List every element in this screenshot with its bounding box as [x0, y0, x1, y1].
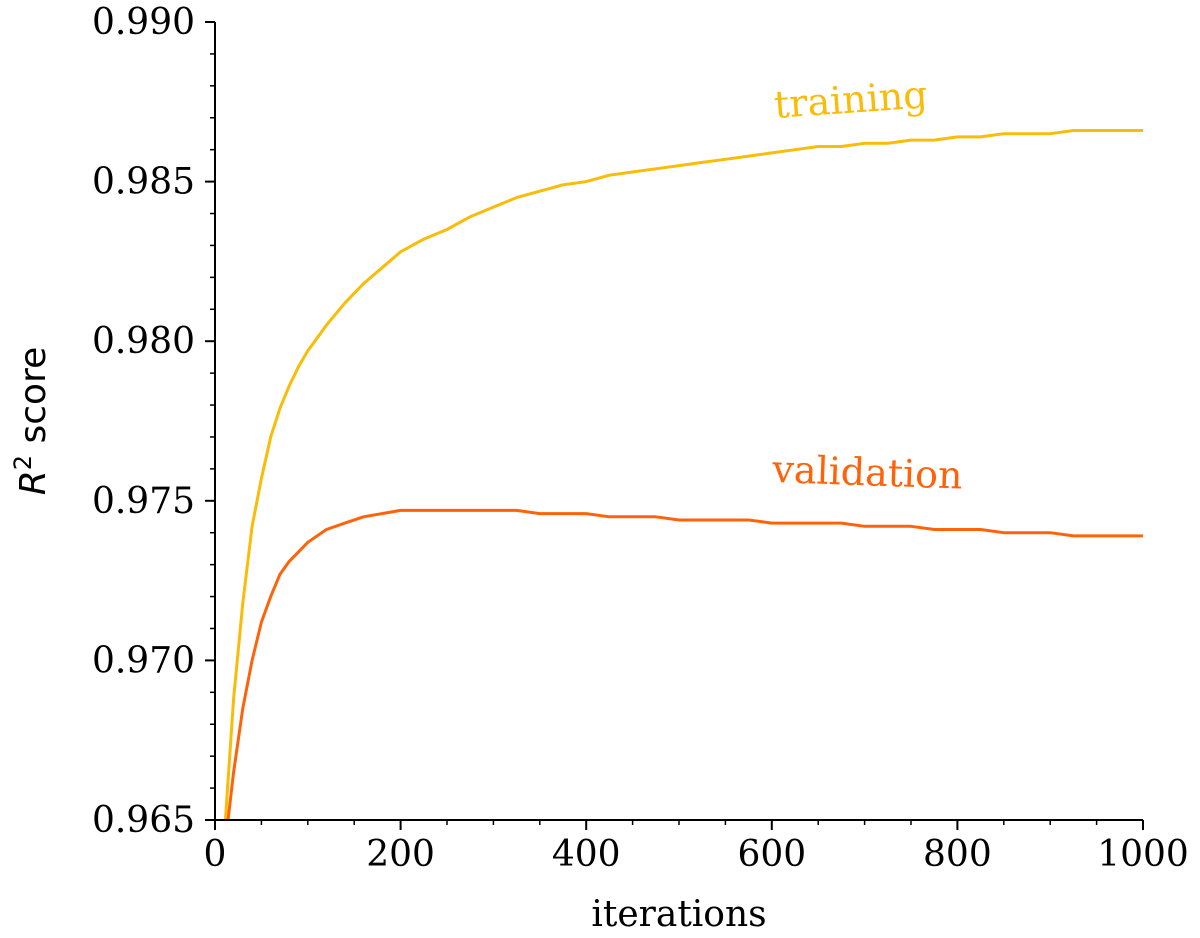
ylabel-symbol: R: [13, 470, 54, 495]
x-tick-label: 400: [552, 834, 621, 875]
series-line-training: [224, 131, 1143, 837]
ylabel-suffix: score: [13, 347, 54, 455]
series-label-training: training: [773, 72, 929, 127]
y-tick-label: 0.985: [92, 162, 195, 203]
y-tick-label: 0.965: [92, 800, 195, 841]
x-tick-label: 200: [366, 834, 435, 875]
series-line-validation: [224, 510, 1143, 852]
x-tick-label: 600: [737, 834, 806, 875]
x-tick-label: 1000: [1097, 834, 1189, 875]
x-tick-label: 800: [923, 834, 992, 875]
series-label-validation: validation: [771, 447, 964, 498]
y-tick-label: 0.980: [92, 321, 195, 362]
y-ticks: 0.965 0.970 0.975 0.980 0.985 0.990: [92, 2, 215, 841]
plot-lines: [224, 131, 1143, 852]
x-axis-title: iterations: [591, 894, 766, 935]
y-tick-label: 0.970: [92, 640, 195, 681]
y-tick-label: 0.975: [92, 481, 195, 522]
y-axis-title: R2 score: [9, 347, 54, 495]
x-tick-label: 0: [204, 834, 227, 875]
ylabel-superscript: 2: [9, 455, 37, 470]
y-tick-label: 0.990: [92, 2, 195, 43]
x-ticks: 0 200 400 600 800 1000: [204, 820, 1189, 875]
